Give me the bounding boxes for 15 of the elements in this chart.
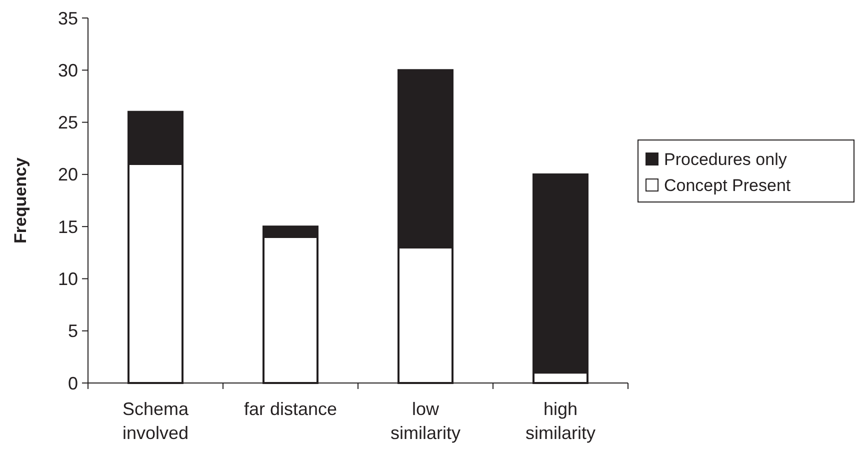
x-tick-label: Schema involved	[122, 399, 190, 443]
y-tick-label: 0	[68, 373, 78, 394]
legend-label: Procedures only	[664, 150, 788, 169]
y-tick-label: 15	[58, 216, 78, 237]
y-axis-title: Frequency	[11, 156, 30, 244]
y-tick-label: 30	[58, 60, 78, 80]
x-tick-label: high similarity	[526, 399, 596, 443]
x-tick-label: low similarity	[390, 399, 460, 443]
legend-label: Concept Present	[664, 176, 791, 195]
y-tick-label: 35	[58, 8, 78, 28]
y-tick-label: 25	[58, 112, 78, 133]
x-tick-label: far distance	[244, 399, 338, 419]
y-tick-label: 5	[68, 321, 78, 342]
y-tick-label: 20	[58, 164, 78, 185]
y-tick-label: 10	[58, 269, 78, 290]
